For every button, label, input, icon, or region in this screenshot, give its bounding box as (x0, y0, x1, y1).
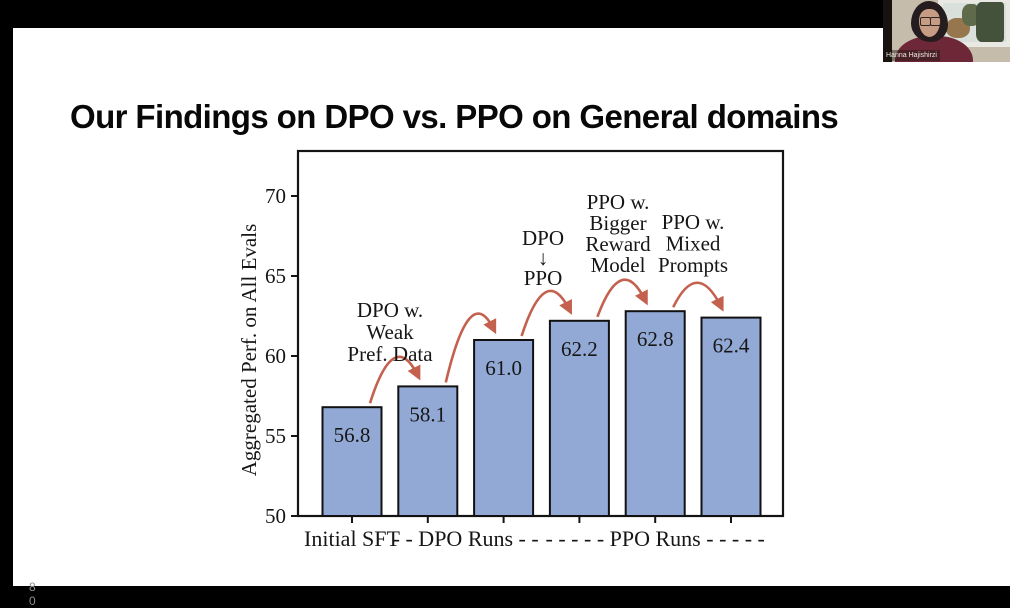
page-number: 80 (29, 580, 36, 608)
bar (473, 339, 535, 517)
y-tick-label: 70 (265, 184, 286, 208)
participant-name-label: Hanna Hajishirzi (883, 50, 940, 61)
improvement-arrow (672, 281, 724, 312)
x-group-label: - - - - - PPO Runs - - - - - (546, 526, 765, 551)
y-axis-label: Aggregated Perf. on All Evals (240, 224, 261, 477)
annotation-line: PPO w. (662, 210, 725, 234)
annotation-line: DPO w. (357, 298, 423, 322)
bar (548, 319, 610, 517)
bar-value-label: 62.8 (637, 327, 674, 351)
bar-value-label: 58.1 (409, 402, 446, 426)
improvement-arrow (444, 312, 497, 383)
annotation-line: ↓ (538, 246, 549, 270)
window-conifer-tree (976, 2, 1004, 42)
annotation-line: Weak (366, 320, 414, 344)
bar-value-label: 56.8 (334, 423, 371, 447)
webcam-tile[interactable]: Hanna Hajishirzi (883, 0, 1010, 62)
improvement-arrow (520, 289, 572, 337)
slide-title: Our Findings on DPO vs. PPO on General d… (70, 98, 839, 135)
improvement-arrow (596, 278, 648, 318)
improvement-arrow (368, 355, 421, 404)
y-tick-label: 60 (265, 344, 286, 368)
bar-value-label: 61.0 (485, 356, 522, 380)
annotation-line: DPO (522, 226, 564, 250)
y-tick-label: 50 (265, 504, 286, 528)
annotation-line: Mixed (666, 232, 721, 256)
y-tick-label: 55 (265, 424, 286, 448)
bar (624, 310, 686, 517)
x-group-label: Initial SFT (304, 526, 401, 551)
bar (397, 385, 459, 517)
annotation-line: Reward (585, 232, 651, 256)
annotation-line: Prompts (658, 253, 728, 277)
window-tree (962, 4, 980, 26)
annotation-line: Bigger (589, 211, 646, 235)
bar-value-label: 62.4 (713, 334, 750, 358)
video-doorframe (883, 0, 892, 62)
annotation-line: Pref. Data (347, 342, 433, 366)
person-glasses (920, 17, 941, 26)
y-tick-label: 65 (265, 264, 286, 288)
x-group-label: - - DPO Runs - - (393, 526, 539, 551)
bar-value-label: 62.2 (561, 337, 598, 361)
annotation-line: Model (591, 253, 646, 277)
annotation-line: PPO (524, 266, 563, 290)
person-face (919, 9, 940, 37)
annotation-line: PPO w. (587, 190, 650, 214)
